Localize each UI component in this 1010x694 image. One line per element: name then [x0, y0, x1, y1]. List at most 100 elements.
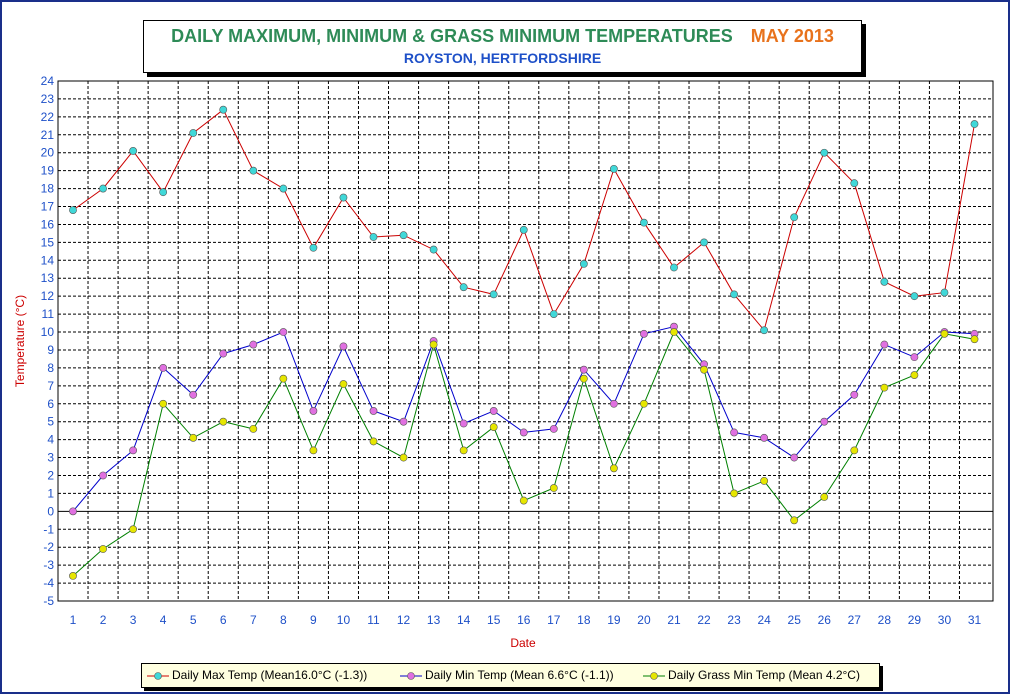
data-point-grass — [160, 400, 167, 407]
data-point-grass — [370, 438, 377, 445]
data-point-min — [580, 366, 587, 373]
data-point-max — [130, 147, 137, 154]
y-tick-label: -2 — [43, 540, 54, 554]
y-tick-label: 1 — [47, 486, 54, 500]
data-point-max — [69, 207, 76, 214]
y-tick-label: 2 — [47, 468, 54, 482]
data-point-max — [220, 106, 227, 113]
data-point-grass — [610, 465, 617, 472]
x-tick-label: 15 — [487, 613, 501, 627]
x-tick-label: 14 — [457, 613, 471, 627]
data-point-grass — [761, 477, 768, 484]
x-tick-label: 5 — [190, 613, 197, 627]
data-point-grass — [190, 434, 197, 441]
data-point-min — [69, 508, 76, 515]
x-tick-label: 20 — [637, 613, 651, 627]
x-tick-label: 21 — [667, 613, 681, 627]
data-point-min — [550, 425, 557, 432]
data-point-min — [881, 341, 888, 348]
data-point-max — [580, 260, 587, 267]
data-point-min — [520, 429, 527, 436]
data-point-max — [851, 180, 858, 187]
data-point-max — [370, 233, 377, 240]
y-axis-title: Temperature (°C) — [13, 295, 27, 387]
data-point-grass — [911, 371, 918, 378]
x-tick-label: 4 — [160, 613, 167, 627]
x-tick-label: 17 — [547, 613, 561, 627]
data-point-max — [700, 239, 707, 246]
y-tick-label: -5 — [43, 594, 54, 608]
data-point-max — [971, 120, 978, 127]
data-point-max — [670, 264, 677, 271]
data-point-max — [550, 311, 557, 318]
legend-label-min: Daily Min Temp (Mean 6.6°C (-1.1)) — [425, 668, 614, 682]
data-point-grass — [340, 380, 347, 387]
x-axis-title: Date — [510, 636, 536, 650]
data-point-max — [640, 219, 647, 226]
data-point-grass — [670, 328, 677, 335]
data-point-min — [640, 330, 647, 337]
x-tick-label: 23 — [727, 613, 741, 627]
data-point-min — [160, 364, 167, 371]
data-point-grass — [700, 366, 707, 373]
y-tick-label: 23 — [41, 92, 55, 106]
x-tick-label: 27 — [848, 613, 862, 627]
data-point-grass — [520, 497, 527, 504]
y-tick-label: 5 — [47, 415, 54, 429]
x-tick-label: 3 — [130, 613, 137, 627]
data-point-min — [400, 418, 407, 425]
y-tick-label: 11 — [42, 307, 55, 321]
data-point-min — [851, 391, 858, 398]
x-tick-label: 26 — [818, 613, 832, 627]
x-tick-label: 25 — [788, 613, 802, 627]
data-point-min — [220, 350, 227, 357]
x-tick-label: 10 — [337, 613, 351, 627]
y-tick-label: 20 — [41, 146, 55, 160]
data-point-grass — [851, 447, 858, 454]
data-point-grass — [971, 336, 978, 343]
y-tick-label: 22 — [41, 110, 55, 124]
data-point-grass — [640, 400, 647, 407]
y-tick-label: 7 — [47, 379, 54, 393]
data-point-max — [610, 165, 617, 172]
data-point-max — [280, 185, 287, 192]
x-tick-label: 7 — [250, 613, 257, 627]
data-point-min — [460, 420, 467, 427]
y-tick-label: 3 — [47, 451, 54, 465]
data-point-min — [99, 472, 106, 479]
data-point-max — [460, 284, 467, 291]
y-tick-label: 24 — [41, 74, 55, 88]
data-point-min — [130, 447, 137, 454]
data-point-grass — [460, 447, 467, 454]
data-point-grass — [400, 454, 407, 461]
plot-area — [58, 81, 993, 601]
data-point-max — [761, 327, 768, 334]
y-tick-label: 18 — [41, 182, 55, 196]
data-point-grass — [250, 425, 257, 432]
y-tick-label: 4 — [47, 433, 54, 447]
data-point-max — [520, 226, 527, 233]
data-point-min — [190, 391, 197, 398]
data-point-max — [340, 194, 347, 201]
y-tick-label: -1 — [43, 522, 54, 536]
data-point-min — [791, 454, 798, 461]
data-point-max — [791, 214, 798, 221]
x-tick-label: 13 — [427, 613, 441, 627]
data-point-min — [250, 341, 257, 348]
data-point-grass — [69, 572, 76, 579]
y-tick-label: 16 — [41, 217, 55, 231]
y-tick-label: 0 — [47, 504, 54, 518]
data-point-max — [821, 149, 828, 156]
y-tick-label: 17 — [41, 200, 55, 214]
data-point-max — [400, 232, 407, 239]
data-point-min — [370, 407, 377, 414]
data-point-max — [490, 291, 497, 298]
data-point-min — [310, 407, 317, 414]
data-point-grass — [941, 330, 948, 337]
y-tick-label: 12 — [41, 289, 55, 303]
data-point-max — [731, 291, 738, 298]
data-point-min — [280, 328, 287, 335]
x-tick-label: 19 — [607, 613, 621, 627]
legend-item-max: Daily Max Temp (Mean16.0°C (-1.3)) — [147, 668, 367, 682]
x-tick-label: 29 — [908, 613, 922, 627]
